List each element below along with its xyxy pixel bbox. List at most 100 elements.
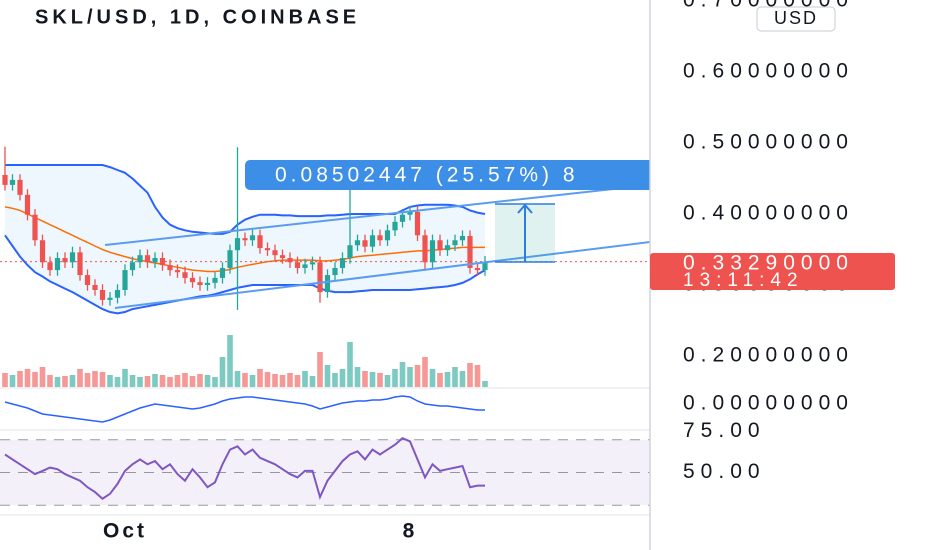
volume-bar	[377, 373, 383, 387]
candle-body	[39, 240, 46, 263]
y-tick-label: 0.50000000	[683, 131, 854, 154]
candle-body	[272, 250, 278, 256]
volume-bar	[482, 381, 488, 387]
candle-body	[257, 235, 263, 249]
candle-body	[197, 282, 203, 285]
volume-bar	[407, 367, 413, 387]
volume-bar	[39, 367, 46, 387]
drawings: 0.08502447 (25.57%) 8	[0, 160, 650, 431]
volume-bar	[152, 374, 158, 387]
measure-label-box	[245, 160, 650, 190]
candle-body	[137, 255, 143, 263]
volume-bar	[437, 373, 443, 387]
candle-body	[354, 240, 361, 246]
volume-bar	[144, 376, 151, 387]
candle-body	[54, 258, 61, 271]
candle-body	[317, 262, 323, 293]
candle-body	[122, 270, 128, 290]
last-price-box	[650, 253, 895, 290]
candle-body	[32, 214, 38, 241]
candle-body	[437, 240, 443, 251]
candle-body	[129, 262, 136, 271]
candle-body	[24, 194, 31, 215]
candle-body	[204, 282, 211, 285]
candle-body	[332, 267, 338, 276]
volume-bar	[422, 357, 428, 387]
volume-bar	[429, 369, 436, 387]
volume-bar	[242, 373, 248, 387]
volume-bar	[339, 369, 346, 387]
volume-bar	[452, 367, 458, 387]
bollinger-basis	[4, 206, 485, 273]
plot: 0.08502447 (25.57%) 8 SKL/USD, 1D, COINB…	[0, 6, 650, 506]
candle-body	[279, 255, 286, 259]
volume-bar	[47, 375, 53, 387]
volume-bar	[392, 369, 398, 387]
currency-label: USD	[774, 8, 818, 28]
volume-bar	[114, 377, 121, 387]
volume-bar	[354, 367, 361, 387]
volume-bar	[54, 377, 61, 387]
volume-bar	[279, 375, 286, 387]
candle-body	[189, 277, 196, 283]
volume-bar	[317, 352, 323, 387]
volume-bar	[137, 377, 143, 387]
measure-arrow-head	[517, 203, 533, 214]
trend-line-upper	[104, 184, 650, 246]
candle-body	[114, 289, 121, 298]
candle-body	[9, 179, 16, 185]
volume-bar	[32, 372, 38, 387]
volume-bar	[369, 372, 376, 387]
candle-body	[219, 267, 226, 278]
candle-body	[474, 267, 481, 271]
volume-bar	[347, 342, 353, 387]
candle-body	[92, 285, 98, 290]
y-tick-label: 0.40000000	[683, 202, 854, 225]
volume-bar	[467, 363, 473, 387]
candle-body	[482, 261, 488, 271]
volume-bar	[302, 371, 308, 387]
series-layer	[0, 146, 650, 500]
volume-bar	[182, 373, 188, 387]
candle-body	[62, 258, 68, 263]
candle-body	[339, 258, 346, 268]
candle-body	[369, 235, 376, 247]
macd-line	[4, 395, 485, 423]
volume-bar	[294, 375, 301, 387]
volume-bar	[77, 369, 83, 387]
candle-body	[324, 275, 331, 293]
candle-body	[69, 252, 76, 263]
volume-bar	[474, 365, 481, 387]
y-tick-label: 0.60000000	[683, 60, 854, 83]
volume-bar	[107, 375, 113, 387]
candle-body	[422, 235, 428, 263]
price-axis: 0.200000000.300000000.400000000.50000000…	[683, 0, 854, 483]
candle-body	[444, 245, 451, 251]
candle-body	[167, 265, 173, 271]
candle-body	[227, 250, 233, 268]
volume-bar	[62, 376, 68, 387]
volume-bar	[257, 369, 263, 387]
candle-body	[362, 240, 368, 247]
candle-body	[2, 174, 8, 185]
volume-bar	[272, 374, 278, 387]
rsi-line	[4, 437, 485, 500]
candle-body	[294, 262, 301, 268]
candle-body	[407, 211, 413, 215]
volume-bar	[332, 373, 338, 387]
candle-body	[174, 270, 181, 273]
volume-bar	[189, 376, 196, 387]
candle-body	[77, 252, 83, 276]
volume-bar	[249, 375, 256, 387]
candle-body	[152, 258, 158, 263]
y-tick-label: 0.70000000	[683, 0, 854, 12]
candle-body	[84, 275, 91, 285]
candle-body	[249, 235, 256, 241]
rsi-tick-label: 75.00	[683, 419, 766, 442]
measure-label: 0.08502447 (25.57%) 8	[275, 164, 579, 187]
candle-body	[399, 214, 406, 222]
volume-bar	[167, 377, 173, 387]
candle-body	[47, 262, 53, 271]
volume-bar	[159, 375, 166, 387]
